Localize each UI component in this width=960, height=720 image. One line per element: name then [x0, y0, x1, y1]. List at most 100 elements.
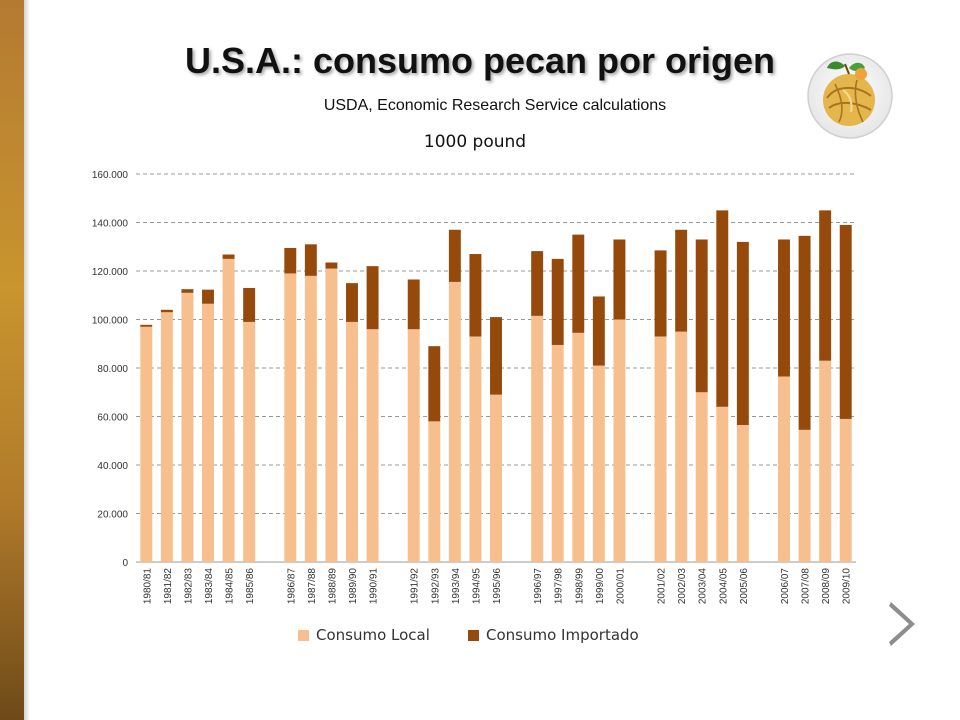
bar-consumo-importado [202, 289, 214, 304]
y-tick-label: 120.000 [92, 267, 129, 278]
x-tick-label: 1995/96 [492, 568, 503, 605]
bar-consumo-importado [716, 210, 729, 407]
bar-consumo-local [613, 319, 626, 562]
x-tick-label: 2007/08 [801, 568, 812, 605]
bar-consumo-importado [695, 239, 708, 393]
bar-consumo-local [839, 418, 852, 562]
bar-consumo-local [304, 275, 317, 562]
x-tick-label: 1991/92 [410, 568, 421, 605]
bar-consumo-local [675, 331, 688, 562]
x-tick-label: 1981/82 [163, 568, 174, 605]
x-tick-label: 1993/94 [451, 568, 462, 605]
x-tick-label: 2009/10 [842, 568, 853, 605]
bar-consumo-local [469, 336, 482, 562]
bar-consumo-importado [160, 309, 173, 313]
chart-bars [140, 210, 852, 562]
bar-consumo-local [222, 258, 235, 562]
source-subtitle: USDA, Economic Research Service calculat… [323, 97, 667, 114]
x-tick-label: 1989/90 [348, 568, 359, 605]
x-tick-label: 1992/93 [430, 568, 441, 605]
bar-consumo-importado [243, 287, 256, 322]
left-band-shadow [24, 0, 30, 720]
x-tick-label: 2002/03 [677, 568, 688, 605]
pecan-globe-logo-icon [807, 53, 893, 139]
bar-consumo-importado [428, 346, 441, 422]
bar-consumo-local [716, 406, 729, 562]
bar-consumo-importado [284, 247, 297, 274]
y-tick-label: 60.000 [97, 413, 128, 424]
x-tick-label: 2003/04 [698, 568, 709, 605]
bar-consumo-local [284, 273, 297, 562]
chart-legend: Consumo Local Consumo Importado [298, 626, 639, 644]
bar-consumo-local [551, 344, 564, 562]
bar-consumo-importado [140, 324, 153, 327]
bar-consumo-importado [592, 296, 605, 366]
x-tick-label: 2000/01 [615, 568, 626, 605]
bar-consumo-importado [448, 229, 461, 282]
bar-consumo-importado [181, 289, 194, 293]
x-tick-label: 1996/97 [533, 568, 544, 605]
bar-consumo-local [695, 392, 708, 562]
y-tick-label: 0 [122, 558, 128, 569]
bar-consumo-local [407, 329, 420, 562]
bar-consumo-local [140, 326, 153, 562]
bar-consumo-local [778, 376, 790, 562]
x-tick-label: 1998/99 [574, 568, 585, 605]
bar-consumo-local [592, 365, 605, 562]
x-tick-label: 1988/89 [327, 568, 338, 605]
bar-consumo-local [572, 332, 585, 562]
x-tick-label: 1985/86 [245, 568, 256, 605]
bar-consumo-importado [778, 239, 790, 377]
bar-consumo-local [798, 429, 811, 562]
legend-swatch-imported [468, 630, 479, 641]
bar-consumo-local [160, 312, 173, 562]
legend-swatch-local [298, 630, 309, 641]
bar-consumo-importado [839, 224, 852, 419]
bar-consumo-importado [531, 251, 544, 316]
y-tick-label: 100.000 [92, 316, 129, 327]
x-tick-label: 1984/85 [225, 568, 236, 605]
page-title: U.S.A.: consumo pecan por origen [184, 40, 776, 81]
x-tick-label: 1999/00 [595, 568, 606, 605]
x-axis-ticks: 1980/81 1981/82 1982/83 1983/84 1984/85 1985/… [142, 568, 852, 605]
bar-consumo-importado [819, 210, 832, 361]
y-tick-label: 20.000 [97, 510, 128, 521]
x-tick-label: 1986/87 [286, 568, 297, 605]
bar-consumo-importado [304, 244, 317, 276]
y-tick-label: 80.000 [97, 364, 128, 375]
bar-consumo-local [366, 329, 379, 562]
unit-label: 1000 pound [423, 132, 527, 152]
legend-label-local: Consumo Local [316, 626, 430, 644]
legend-label-imported: Consumo Importado [486, 626, 639, 644]
bar-consumo-importado [469, 254, 482, 337]
x-tick-label: 1994/95 [471, 568, 482, 605]
x-tick-label: 1990/91 [369, 568, 380, 605]
bar-consumo-importado [572, 234, 585, 333]
x-tick-label: 1980/81 [142, 568, 153, 605]
x-tick-label: 2006/07 [780, 568, 791, 605]
y-tick-label: 140.000 [92, 219, 129, 230]
bar-consumo-importado [654, 250, 667, 337]
bar-consumo-local [181, 292, 194, 562]
bar-consumo-importado [675, 229, 688, 332]
bar-consumo-local [736, 424, 749, 562]
x-tick-label: 2005/06 [739, 568, 750, 605]
left-decorative-band [0, 0, 24, 720]
y-tick-label: 40.000 [97, 461, 128, 472]
bar-consumo-importado [613, 239, 626, 320]
y-tick-label: 160.000 [92, 170, 129, 181]
bar-consumo-local [243, 321, 256, 562]
x-tick-label: 2008/09 [821, 568, 832, 605]
consumption-chart: 0 20.000 40.000 60.000 80.000 100.000 120.000 1… [92, 170, 856, 644]
bar-consumo-importado [325, 262, 338, 269]
bar-consumo-importado [346, 283, 358, 322]
x-tick-label: 2004/05 [718, 568, 729, 605]
chevron-right-icon[interactable] [885, 598, 921, 650]
y-axis-ticks: 0 20.000 40.000 60.000 80.000 100.000 120.000 1… [92, 170, 129, 569]
bar-consumo-importado [222, 254, 235, 259]
bar-consumo-local [531, 315, 544, 562]
x-tick-label: 2001/02 [657, 568, 668, 605]
bar-consumo-importado [551, 258, 564, 345]
bar-consumo-importado [366, 266, 379, 330]
x-tick-label: 1982/83 [183, 568, 194, 605]
